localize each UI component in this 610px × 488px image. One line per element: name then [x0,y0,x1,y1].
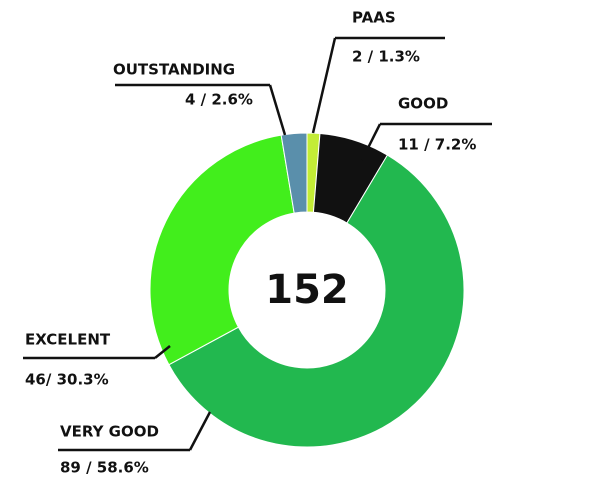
donut-segment [149,134,295,366]
segment-value-label: 4 / 2.6% [185,91,253,109]
center-total: 152 [265,267,349,313]
segment-label: OUTSTANDING [113,61,235,79]
leader-line [268,84,287,136]
leader-line [188,411,212,451]
segment-value-label: 11 / 7.2% [398,136,476,154]
segment-value-label: 2 / 1.3% [352,48,420,66]
leader-line [311,37,337,134]
segment-label: EXCELENT [25,331,111,349]
segment-value-label: 89 / 58.6% [60,459,149,477]
segment-label: VERY GOOD [60,423,159,441]
leader-line [154,345,171,359]
segment-label: PAAS [352,9,396,27]
donut-segment [280,132,308,214]
donut-segment [168,154,465,448]
leader-line [360,123,382,161]
segment-value-label: 46/ 30.3% [25,371,109,389]
segment-label: GOOD [398,95,448,113]
